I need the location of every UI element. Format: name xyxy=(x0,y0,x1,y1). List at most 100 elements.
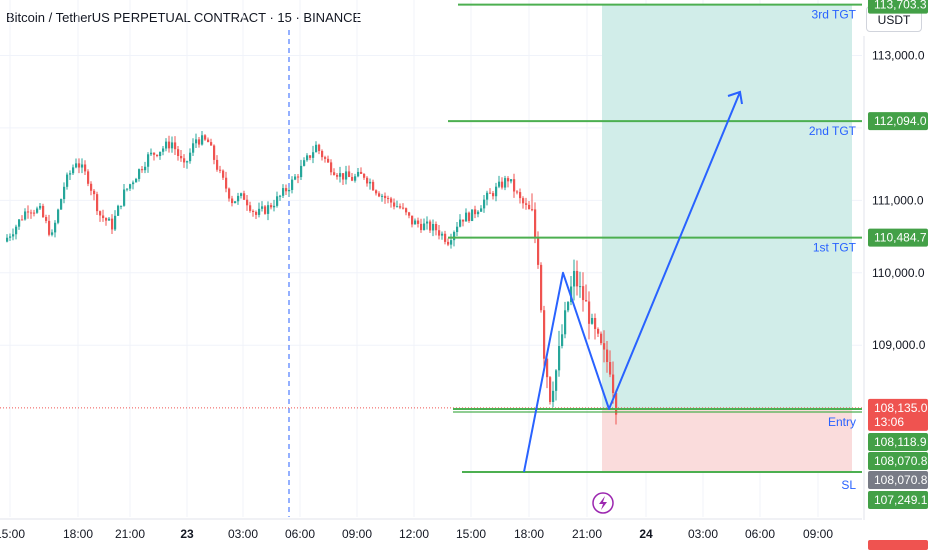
candle-body xyxy=(216,159,219,170)
badge-current-price: 108,135.0 xyxy=(874,401,928,415)
badge-1st-tgt: 110,484.7 xyxy=(874,231,927,245)
candle-body xyxy=(549,377,552,402)
price-tick-label: 109,000.0 xyxy=(872,338,926,352)
price-tick-label: 113,000.0 xyxy=(872,49,925,63)
candle-body xyxy=(546,358,549,378)
candle-body xyxy=(72,167,75,174)
badge-entry-bg xyxy=(868,433,928,451)
candle-body xyxy=(465,212,468,222)
candle-body xyxy=(360,171,363,174)
candle-body xyxy=(297,176,300,178)
candle-body xyxy=(474,209,477,215)
candle-body xyxy=(426,221,429,224)
candle-body xyxy=(213,145,216,160)
level-label-2nd-tgt: 2nd TGT xyxy=(809,124,857,138)
candle-body xyxy=(303,160,306,166)
candle-body xyxy=(345,171,348,180)
candle-body xyxy=(612,374,615,394)
candle-body xyxy=(264,206,267,214)
candle-body xyxy=(456,226,459,233)
candle-body xyxy=(366,177,369,184)
candle-body xyxy=(321,150,324,158)
candle-body xyxy=(114,215,117,230)
candle-body xyxy=(153,152,156,155)
candle-body xyxy=(528,204,531,210)
badge-3rd-tgt: 113,703.3 xyxy=(874,0,927,12)
candle-body xyxy=(399,206,402,208)
candle-body xyxy=(24,211,27,220)
candle-body xyxy=(174,142,177,150)
candle-body xyxy=(417,220,420,224)
badge-3rd-tgt-bg xyxy=(868,0,928,14)
candle-body xyxy=(27,211,30,213)
candle-body xyxy=(408,212,411,216)
candle-body xyxy=(396,206,399,208)
trade-arrow-head xyxy=(727,90,743,105)
candle-body xyxy=(156,154,159,156)
badge-entry: 108,118.9 xyxy=(874,435,927,449)
candle-body xyxy=(402,207,405,209)
candle-body xyxy=(372,181,375,191)
candle-body xyxy=(51,232,54,235)
candle-body xyxy=(573,270,576,287)
candle-body xyxy=(522,198,525,204)
candle-body xyxy=(453,232,456,241)
candle-body xyxy=(144,166,147,171)
candle-body xyxy=(30,212,33,214)
price-tick-label: 111,000.0 xyxy=(872,193,924,207)
candle-body xyxy=(351,176,354,181)
candle-body xyxy=(69,173,72,175)
candle-body xyxy=(66,174,69,187)
candle-body xyxy=(207,139,210,143)
candle-body xyxy=(18,219,21,227)
candle-body xyxy=(420,223,423,231)
candle-body xyxy=(414,220,417,225)
candle-body xyxy=(588,301,591,324)
candle-body xyxy=(249,205,252,211)
candle-body xyxy=(597,328,600,334)
candle-body xyxy=(576,270,579,287)
candle-body xyxy=(339,173,342,177)
candle-body xyxy=(168,141,171,149)
candle-body xyxy=(432,223,435,231)
candle-body xyxy=(54,222,57,233)
candle-body xyxy=(288,189,291,192)
candle-body xyxy=(48,220,51,235)
candle-body xyxy=(594,317,597,329)
candle-body xyxy=(504,178,507,188)
candle-body xyxy=(390,198,393,203)
candle-body xyxy=(282,188,285,196)
candle-body xyxy=(591,317,594,324)
candle-body xyxy=(477,211,480,215)
candle-body xyxy=(513,179,516,192)
candle-body xyxy=(111,218,114,230)
candle-body xyxy=(393,202,396,207)
candle-body xyxy=(285,188,288,192)
candle-body xyxy=(480,208,483,212)
candle-body xyxy=(192,143,195,153)
badge-current-bg xyxy=(868,398,928,431)
badge-countdown: 13:06 xyxy=(874,415,904,429)
candle-body xyxy=(186,161,189,163)
badge-sl-bg xyxy=(868,491,928,509)
candle-body xyxy=(33,212,36,214)
candle-body xyxy=(99,211,102,216)
candle-body xyxy=(444,233,447,242)
candle-body xyxy=(333,172,336,175)
time-tick-label: 09:00 xyxy=(803,527,833,541)
candle-body xyxy=(225,177,228,189)
candle-body xyxy=(519,192,522,199)
candle-body xyxy=(306,155,309,161)
candle-body xyxy=(543,310,546,359)
candle-body xyxy=(486,192,489,200)
badge-gray: 108,070.8 xyxy=(874,473,928,487)
candle-body xyxy=(507,178,510,182)
candle-body xyxy=(63,186,66,200)
candle-body xyxy=(102,215,105,219)
candle-body xyxy=(561,334,564,347)
candle-body xyxy=(429,221,432,231)
candle-body xyxy=(498,181,501,187)
candle-body xyxy=(15,226,18,235)
